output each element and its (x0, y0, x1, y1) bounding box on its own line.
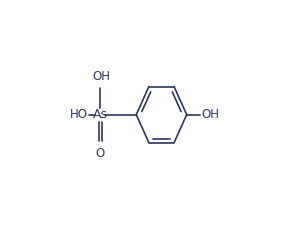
Text: O: O (95, 147, 105, 160)
Text: HO: HO (70, 108, 88, 121)
Text: As: As (93, 108, 108, 121)
Text: OH: OH (92, 70, 110, 83)
Text: OH: OH (201, 108, 219, 121)
